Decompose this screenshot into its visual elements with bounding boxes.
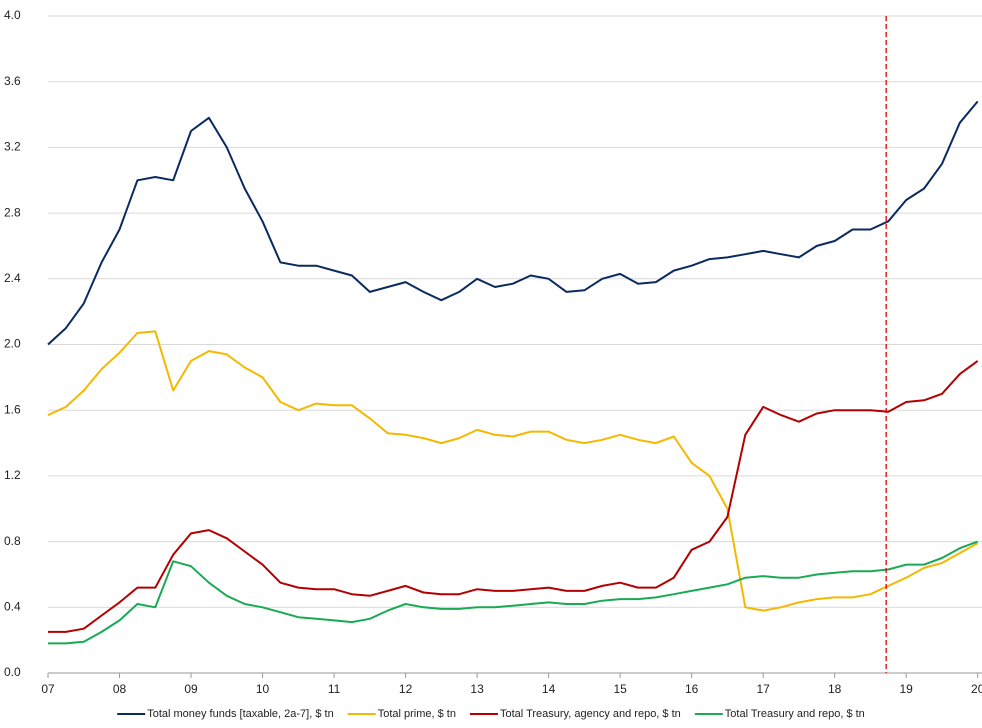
y-tick-label: 4.0 xyxy=(4,8,21,22)
series-line xyxy=(48,540,979,645)
x-tick-label: 13 xyxy=(470,682,484,696)
y-tick-label: 3.2 xyxy=(4,140,21,154)
legend-label: Total Treasury and repo, $ tn xyxy=(725,708,865,720)
x-tick-label: 14 xyxy=(542,682,556,696)
y-tick-label: 1.6 xyxy=(4,402,21,416)
x-tick-label: 11 xyxy=(328,682,341,696)
legend: Total money funds [taxable, 2a-7], $ tn T… xyxy=(117,708,865,720)
x-tick-label: 15 xyxy=(613,682,627,696)
x-tick-label: 08 xyxy=(113,682,127,696)
x-tick-label: 09 xyxy=(184,682,198,696)
y-tick-label: 2.0 xyxy=(4,337,21,351)
x-tick-label: 17 xyxy=(756,682,770,696)
series-line xyxy=(47,330,979,612)
x-tick-label: 19 xyxy=(900,682,914,696)
y-tick-label: 0.4 xyxy=(4,599,21,613)
x-tick-label: 16 xyxy=(685,682,699,696)
x-tick-label: 10 xyxy=(256,682,270,696)
legend-label: Total money funds [taxable, 2a-7], $ tn xyxy=(147,708,334,720)
y-tick-label: 1.2 xyxy=(4,468,21,482)
y-tick-label: 0.8 xyxy=(4,534,21,548)
legend-label: Total prime, $ tn xyxy=(378,708,456,720)
x-tick-label: 12 xyxy=(399,682,413,696)
x-tick-label: 20 xyxy=(971,682,982,696)
x-tick-label: 07 xyxy=(41,682,55,696)
y-tick-label: 3.6 xyxy=(4,74,21,88)
x-tick-label: 18 xyxy=(828,682,842,696)
series-line xyxy=(48,360,979,633)
y-tick-label: 0.0 xyxy=(4,665,21,679)
legend-label: Total Treasury, agency and repo, $ tn xyxy=(500,708,681,720)
y-tick-label: 2.4 xyxy=(4,271,21,285)
y-tick-label: 2.8 xyxy=(4,205,21,219)
series-line xyxy=(47,100,979,346)
